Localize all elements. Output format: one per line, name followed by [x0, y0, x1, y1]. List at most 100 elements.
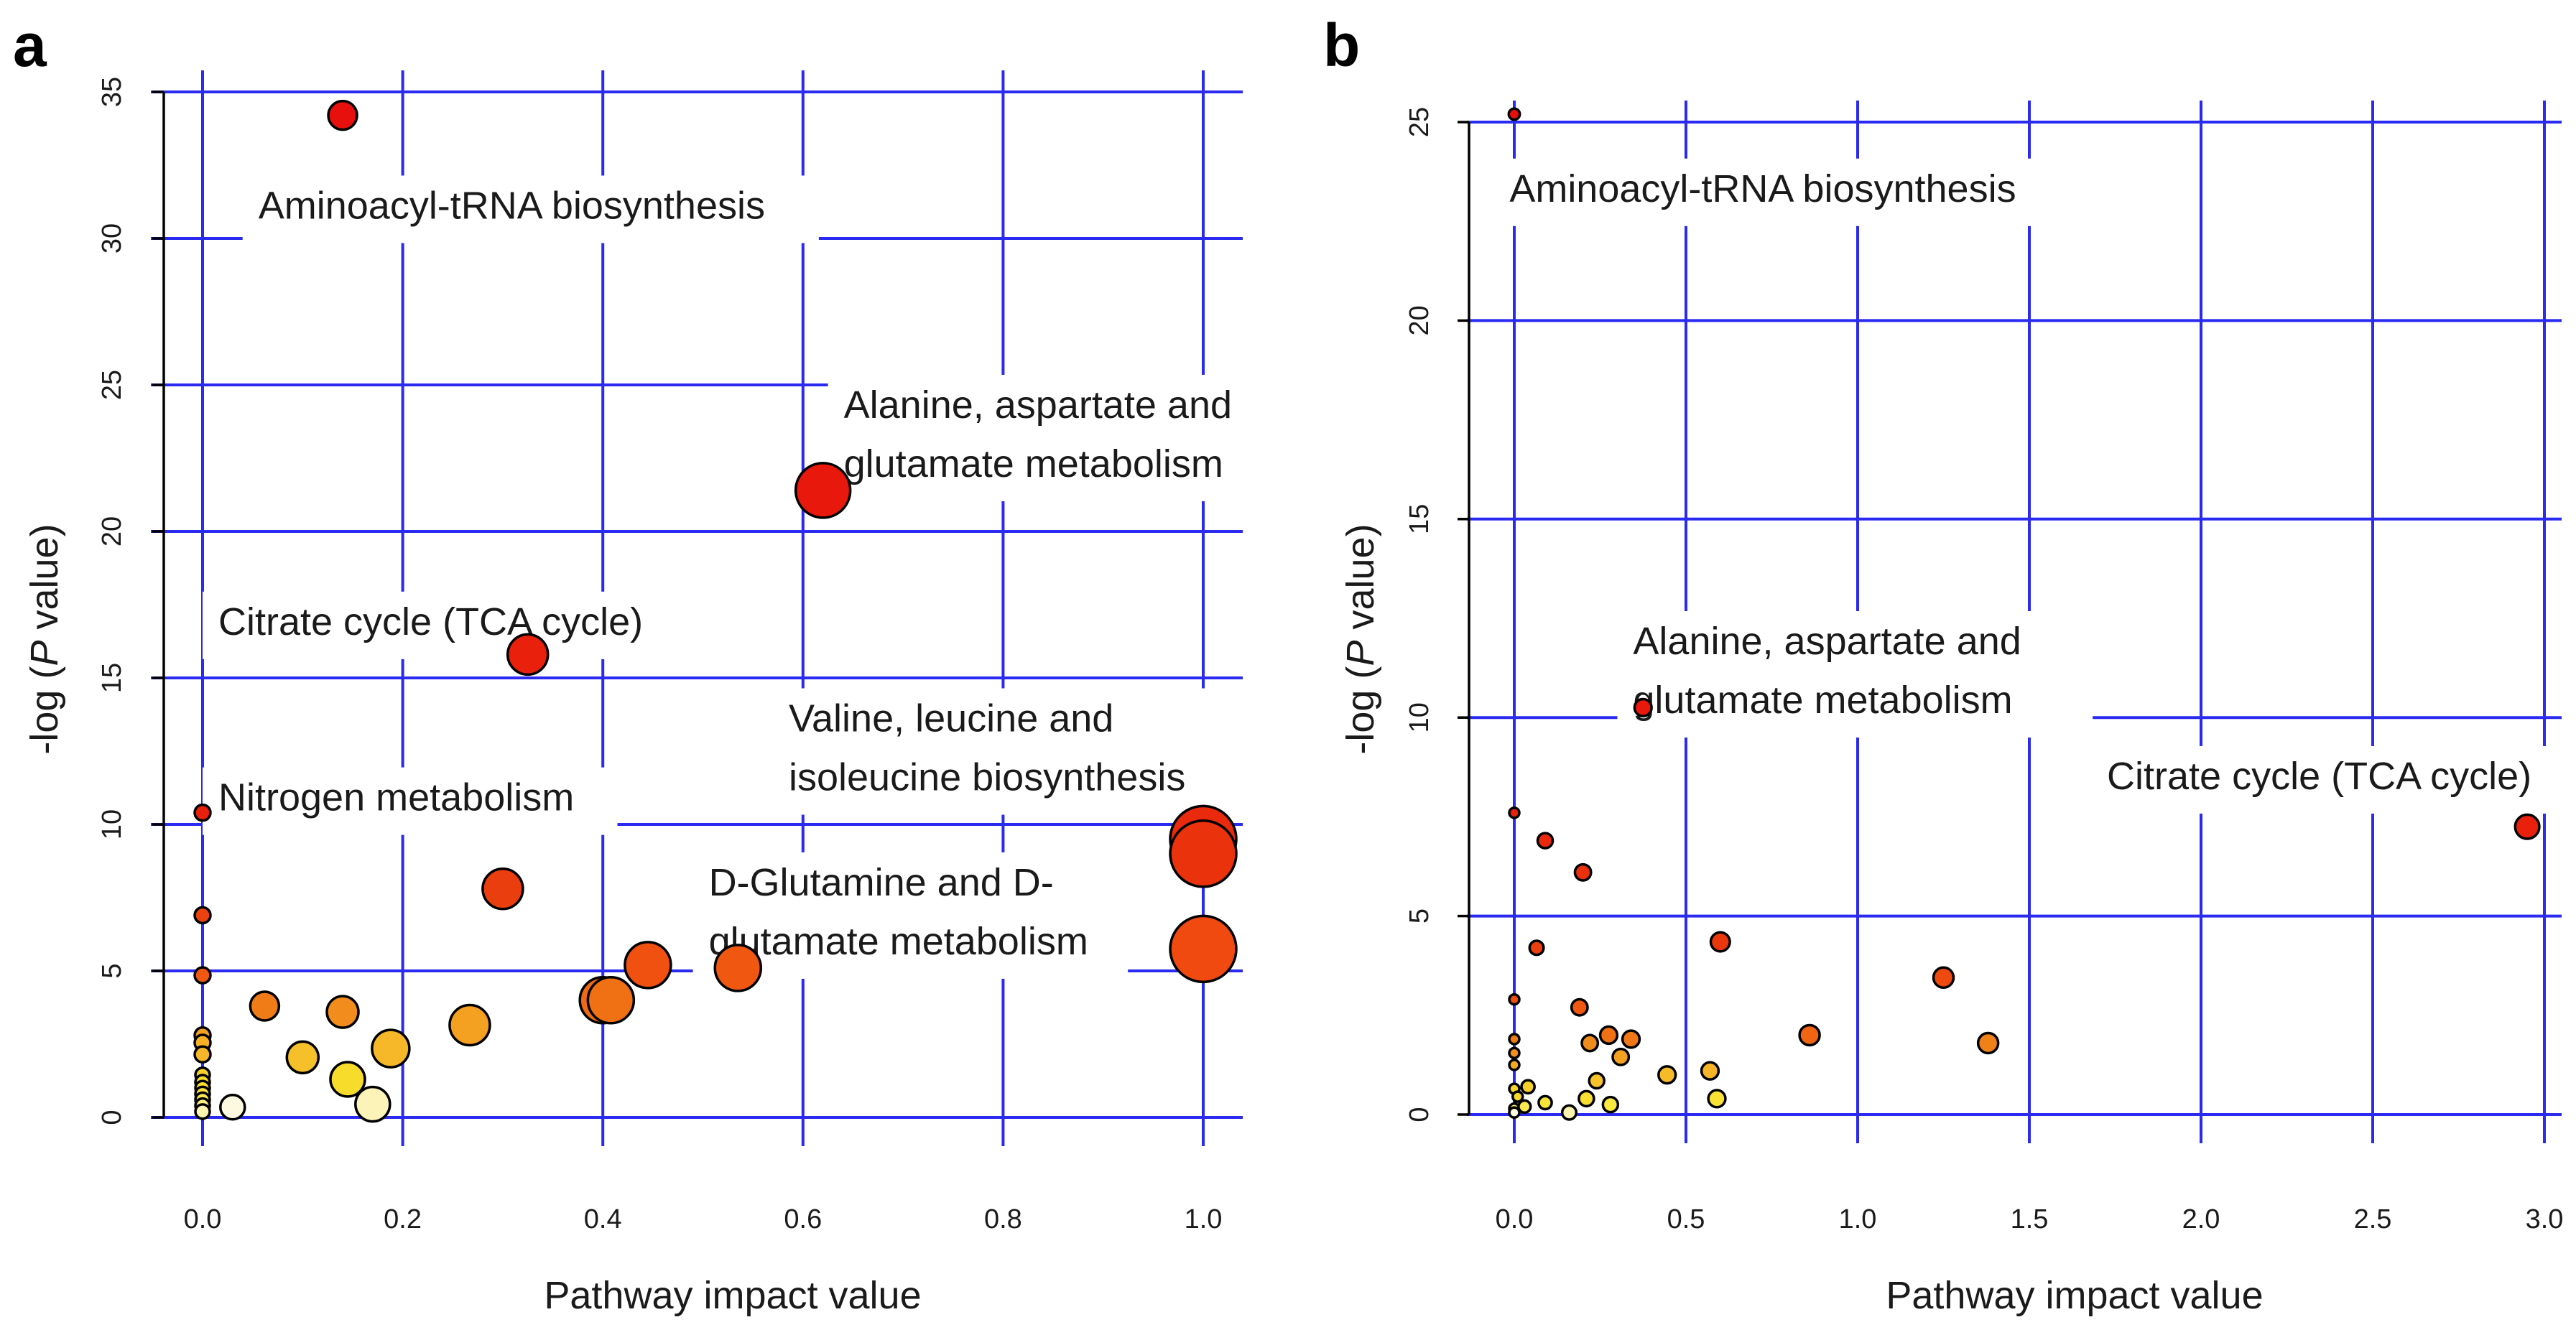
- panel-b-annotation-text: Aminoacyl-tRNA biosynthesis: [1509, 167, 2016, 210]
- panel-b-letter: b: [1323, 11, 1360, 79]
- panel-a-annotations: Aminoacyl-tRNA biosynthesis Alanine, aspa…: [203, 175, 1304, 979]
- panel-a-x-tick-label: 0.2: [384, 1204, 422, 1234]
- panel-b-data-point: [1580, 1033, 1600, 1053]
- panel-a-y-tick-label: 0: [97, 1110, 127, 1125]
- panel-b-data-point: [1588, 1071, 1606, 1090]
- panel-b-data-point: [1507, 107, 1521, 121]
- panel-b-data-point: [1621, 1029, 1641, 1049]
- panel-a-annotation-text: D-Glutamine and D-: [709, 861, 1054, 904]
- panel-a-annotation-text: isoleucine biosynthesis: [789, 755, 1185, 799]
- panel-b-x-tick-label: 2.0: [2182, 1204, 2220, 1234]
- panel-a-x-tick-label: 0.8: [984, 1204, 1022, 1234]
- panel-b-data-point: [1508, 1106, 1521, 1119]
- panel-a-data-point: [193, 966, 212, 985]
- panel-b-data-point: [1573, 862, 1593, 882]
- panel-b-data-point: [1511, 1090, 1524, 1103]
- panel-a-data-point: [249, 990, 281, 1022]
- panel-a-y-tick-label: 5: [97, 963, 127, 978]
- panel-a-x-tick-label: 1.0: [1185, 1204, 1223, 1234]
- panel-b-data-point: [1560, 1104, 1578, 1121]
- panel-b-data-point: [1700, 1061, 1720, 1081]
- panel-a-data-point: [285, 1040, 320, 1075]
- panel-a-y-tick-label: 10: [97, 809, 127, 839]
- panel-a-data-point: [194, 1103, 211, 1120]
- panel-b-x-tick-label: 1.0: [1839, 1204, 1877, 1234]
- panel-a-y-tick-label: 30: [97, 223, 127, 253]
- panel-b-data-point: [1536, 832, 1555, 850]
- panel-a-x-tick-label: 0.0: [184, 1204, 222, 1234]
- panel-b-y-tick-label: 5: [1404, 908, 1435, 924]
- panel-a-annotation: Aminoacyl-tRNA biosynthesis: [242, 175, 819, 243]
- panel-b-x-axis-label: Pathway impact value: [1886, 1274, 2263, 1317]
- panel-a-data-point: [329, 1061, 366, 1098]
- panel-b-data-point: [1601, 1095, 1620, 1114]
- panel-a-data-point: [371, 1028, 411, 1069]
- panel-b-annotation: Citrate cycle (TCA cycle): [2091, 745, 2576, 814]
- panel-a-data-point: [219, 1093, 246, 1121]
- panel-a-annotation-text: Citrate cycle (TCA cycle): [218, 600, 643, 643]
- panel-b: b 0 5 10 15 20 25 0.0 0.5 1.0 1.5 2.0 2.5 3.0 Aminoa…: [1323, 11, 2576, 1317]
- panel-b-data-point: [1520, 1079, 1536, 1095]
- panel-a-annotation: D-Glutamine and D-qlutamate metabolism: [692, 852, 1129, 979]
- panel-a-y-axis-label: -log (P value): [23, 524, 66, 754]
- panel-b-points: [1507, 107, 2541, 1121]
- panel-b-data-point: [1537, 1094, 1553, 1111]
- panel-b-annotation-box: [1493, 158, 2070, 226]
- panel-a-annotation: Alanine, aspartate and glutamate metaboli…: [828, 374, 1304, 501]
- panel-a-data-point: [506, 633, 550, 676]
- panel-a-letter: a: [13, 11, 47, 79]
- panel-a-data-point: [325, 995, 360, 1029]
- panel-b-data-point: [1798, 1023, 1821, 1047]
- panel-b-y-tick-label: 25: [1404, 107, 1435, 137]
- panel-a-data-point: [193, 1045, 212, 1064]
- panel-a-data-point: [624, 941, 672, 990]
- panel-a-y-tick-label: 25: [97, 370, 127, 400]
- panel-b-data-point: [1633, 697, 1653, 718]
- panel-b-data-point: [1611, 1047, 1631, 1066]
- panel-b-data-point: [2514, 813, 2541, 840]
- panel-a-annotation-text: Alanine, aspartate and: [844, 383, 1232, 427]
- panel-a-data-point: [354, 1085, 392, 1123]
- panel-a-x-tick-label: 0.6: [784, 1204, 822, 1234]
- panel-a-data-point: [1169, 914, 1238, 984]
- panel-b-y-tick-label: 0: [1404, 1107, 1435, 1122]
- panel-b-y-tick-label: 20: [1404, 305, 1435, 335]
- panel-a-annotation-text: Nitrogen metabolism: [218, 776, 574, 819]
- panel-b-y-tick-label: 15: [1404, 504, 1435, 534]
- panel-a-annotation-box: [203, 767, 618, 835]
- panel-b-data-point: [1577, 1089, 1595, 1108]
- panel-a-y-tick-label: 35: [97, 77, 127, 107]
- panel-b-annotations: Aminoacyl-tRNA biosynthesis Alanine, aspa…: [1493, 158, 2576, 814]
- panel-a-annotation-text: Valine, leucine and: [789, 697, 1113, 740]
- panel-b-axes: 0 5 10 15 20 25 0.0 0.5 1.0 1.5 2.0 2.5 3.0: [1404, 107, 2563, 1234]
- panel-b-annotation: Aminoacyl-tRNA biosynthesis: [1493, 158, 2070, 226]
- panel-b-data-point: [1517, 1099, 1532, 1115]
- panel-b-data-point: [1508, 806, 1521, 819]
- panel-a-annotation-box: [773, 688, 1269, 815]
- panel-a-annotation-text: Aminoacyl-tRNA biosynthesis: [259, 184, 765, 227]
- panel-b-x-tick-label: 2.5: [2354, 1204, 2392, 1234]
- panel-a-data-point: [193, 906, 212, 925]
- panel-b-data-point: [1707, 1089, 1727, 1109]
- panel-a-annotation: Valine, leucine and isoleucine biosynthes…: [773, 688, 1269, 815]
- panel-b-x-tick-label: 0.5: [1667, 1204, 1705, 1234]
- panel-a-annotation-box: [828, 374, 1304, 501]
- panel-b-annotation-box: [1617, 611, 2093, 738]
- panel-a-data-point: [481, 867, 524, 911]
- panel-b-data-point: [1709, 931, 1731, 953]
- panel-a-data-point: [794, 462, 852, 519]
- panel-b-annotation-text: glutamate metabolism: [1633, 679, 2012, 722]
- panel-a: a 0 5 10 15 20 25 30 35 0.0 0.2 0.4 0.6 0.8 1.0 Amino…: [13, 11, 1304, 1317]
- panel-b-data-point: [1508, 1059, 1521, 1071]
- panel-b-x-tick-label: 3.0: [2526, 1204, 2564, 1234]
- panel-a-annotation: Nitrogen metabolism: [203, 767, 618, 835]
- panel-b-y-tick-label: 10: [1404, 702, 1435, 732]
- panel-b-data-point: [1976, 1031, 2000, 1055]
- panel-a-x-axis-label: Pathway impact value: [544, 1274, 921, 1317]
- panel-a-annotation-box: [203, 591, 738, 659]
- panel-b-annotation-text: Alanine, aspartate and: [1633, 620, 2021, 663]
- panel-a-annotation: Citrate cycle (TCA cycle): [203, 591, 738, 659]
- panel-a-axes: 0 5 10 15 20 25 30 35 0.0 0.2 0.4 0.6 0.8 1.0: [97, 77, 1222, 1234]
- panel-b-annotation: Alanine, aspartate and glutamate metaboli…: [1617, 611, 2093, 738]
